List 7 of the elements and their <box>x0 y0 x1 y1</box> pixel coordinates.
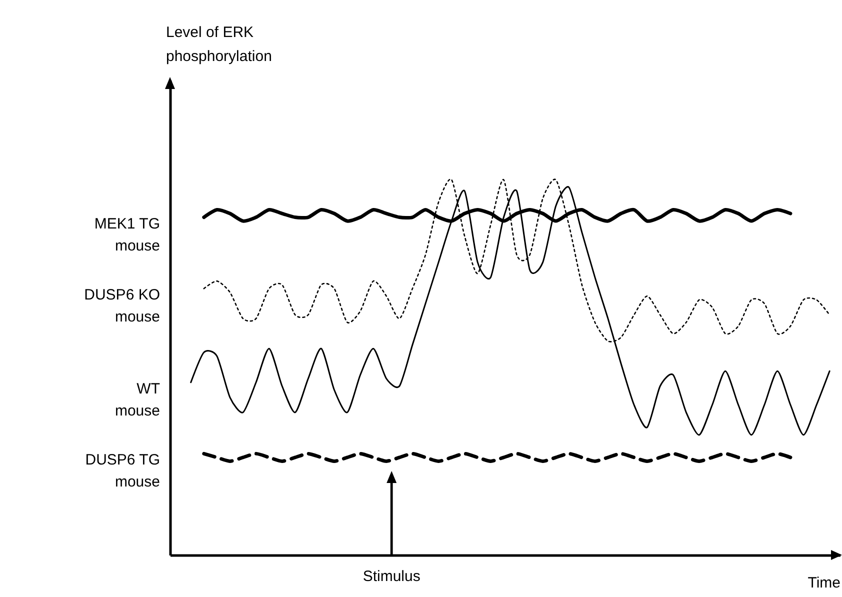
text: DUSP6 KO mouse <box>84 286 160 326</box>
text: MEK1 TG mouse <box>94 215 160 254</box>
text: DUSP6 TG mouse <box>85 452 160 491</box>
text: Level of ERK phosphorylation <box>166 24 272 65</box>
x-axis-title: Time <box>808 574 840 592</box>
text: WT mouse <box>114 380 160 420</box>
text: Stimulus <box>362 568 420 585</box>
